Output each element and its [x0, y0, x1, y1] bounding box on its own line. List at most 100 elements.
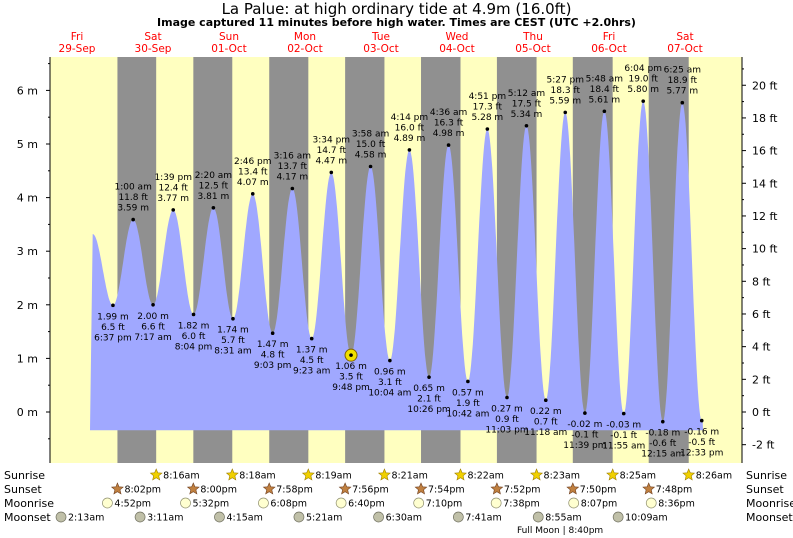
moonset-icon	[373, 511, 384, 523]
row-label-left: Moonset	[4, 511, 51, 524]
left-tick-label: 1 m	[17, 352, 38, 365]
row-label-left: Moonrise	[4, 497, 54, 510]
low-tide-metres: 0.96 m	[374, 368, 406, 378]
low-tide-time: 8:04 pm	[175, 342, 213, 352]
right-tick-label: 8 ft	[752, 275, 771, 288]
day-date-label: 05-Oct	[515, 43, 551, 55]
chart-subtitle: Image captured 11 minutes before high wa…	[157, 16, 636, 29]
day-name-label: Fri	[71, 31, 84, 43]
high-tide-time: 3:34 pm	[313, 135, 351, 145]
moonset-icon	[134, 511, 146, 523]
high-tide-feet: 18.4 ft	[590, 85, 620, 95]
day-date-label: 06-Oct	[591, 43, 627, 55]
moonset-icon	[532, 511, 544, 523]
sunset-icon	[186, 482, 200, 495]
low-tide-point	[427, 375, 431, 379]
day-name-label: Fri	[603, 31, 616, 43]
high-tide-feet: 19.0 ft	[628, 75, 658, 85]
sunrise-time-label: 8:16am	[163, 471, 199, 482]
high-tide-time: 3:58 am	[352, 130, 389, 140]
low-tide-metres: 0.57 m	[452, 388, 484, 398]
moonset-time-label: 5:21am	[306, 513, 342, 524]
day-date-label: 07-Oct	[667, 43, 703, 55]
sun-icon	[454, 468, 467, 481]
high-tide-point	[485, 127, 490, 131]
low-tide-feet: 6.0 ft	[182, 332, 206, 342]
day-date-label: 02-Oct	[287, 43, 323, 55]
left-tick-label: 5 m	[17, 138, 38, 151]
sunset-time-label: 7:48pm	[656, 485, 693, 496]
low-tide-metres: 1.47 m	[257, 340, 289, 350]
low-tide-metres: 2.00 m	[137, 312, 169, 322]
low-tide-feet: -0.1 ft	[610, 431, 637, 441]
day-date-label: 29-Sep	[59, 43, 96, 55]
low-tide-point	[151, 303, 155, 307]
high-tide-metres: 3.81 m	[198, 192, 230, 202]
low-tide-time: 9:48 pm	[332, 383, 370, 393]
left-tick-label: 6 m	[17, 84, 38, 97]
moonrise-time-label: 8:36pm	[658, 499, 695, 510]
low-tide-time: 8:31 am	[214, 347, 251, 357]
left-tick-label: 0 m	[17, 406, 38, 419]
left-tick-label: 4 m	[17, 192, 38, 205]
low-tide-metres: 1.74 m	[217, 326, 249, 336]
high-tide-point	[250, 192, 255, 196]
row-label-right: Moonset	[746, 511, 793, 524]
day-name-label: Sun	[219, 31, 239, 43]
sunrise-time-label: 8:22am	[467, 471, 503, 482]
high-tide-time: 4:36 am	[430, 108, 467, 118]
moon-phase-note: Full Moon | 8:40pm	[517, 526, 603, 536]
low-tide-metres: 0.65 m	[413, 384, 445, 394]
day-name-label: Wed	[446, 31, 469, 43]
low-tide-metres: 1.99 m	[97, 312, 129, 322]
high-tide-metres: 5.28 m	[472, 113, 504, 123]
high-tide-point	[446, 143, 451, 147]
high-tide-point	[329, 170, 334, 175]
sunset-icon	[110, 482, 124, 495]
right-tick-label: 16 ft	[752, 145, 778, 158]
day-name-label: Thu	[522, 31, 543, 43]
sun-icon	[225, 468, 239, 481]
high-tide-point	[211, 205, 216, 210]
sunrise-time-label: 8:23am	[544, 471, 580, 482]
high-tide-time: 1:39 pm	[154, 173, 192, 183]
right-tick-label: 18 ft	[752, 112, 778, 125]
low-tide-time: 11:18 am	[524, 428, 567, 438]
right-tick-label: 2 ft	[752, 373, 771, 386]
low-tide-feet: -0.6 ft	[649, 439, 676, 449]
day-name-label: Sat	[144, 31, 161, 43]
low-tide-feet: 3.5 ft	[339, 373, 363, 383]
right-tick-label: -2 ft	[752, 439, 775, 452]
high-tide-metres: 4.89 m	[394, 134, 426, 144]
high-tide-feet: 17.3 ft	[473, 102, 503, 112]
moonrise-time-label: 7:10pm	[426, 499, 463, 510]
sunset-icon	[642, 482, 656, 495]
low-tide-metres: 0.27 m	[491, 405, 523, 415]
high-tide-feet: 11.8 ft	[118, 193, 148, 203]
low-tide-feet: 4.8 ft	[261, 351, 285, 361]
high-tide-feet: 12.5 ft	[199, 181, 229, 191]
low-tide-feet: 1.9 ft	[456, 399, 480, 409]
sunrise-time-label: 8:21am	[391, 471, 427, 482]
low-tide-point	[349, 353, 353, 357]
chart-axes: 0 m 1 m 2 m 3 m 4 m 5 m 6 m -2 ft 0 ft 2 ft 4 ft 6 …	[17, 57, 778, 463]
right-tick-label: 10 ft	[752, 243, 778, 256]
moonset-time-label: 2:13am	[68, 513, 104, 524]
low-tide-metres: 1.06 m	[335, 362, 367, 372]
low-tide-metres: -0.16 m	[684, 428, 719, 438]
moonrise-time-label: 6:40pm	[348, 499, 385, 510]
high-tide-metres: 5.80 m	[627, 85, 659, 95]
row-label-left: Sunset	[4, 483, 42, 496]
moonset-time-label: 8:55am	[545, 513, 581, 524]
moonset-time-label: 4:15am	[226, 513, 262, 524]
high-tide-point	[368, 164, 373, 169]
low-tide-point	[270, 331, 275, 336]
low-tide-feet: 0.9 ft	[495, 415, 519, 425]
high-tide-feet: 18.9 ft	[668, 76, 698, 86]
sun-icon	[682, 468, 696, 481]
high-tide-feet: 15.0 ft	[356, 140, 386, 150]
row-label-right: Sunrise	[746, 469, 787, 482]
low-tide-time: 7:17 am	[134, 333, 171, 343]
sunset-icon	[338, 482, 352, 495]
